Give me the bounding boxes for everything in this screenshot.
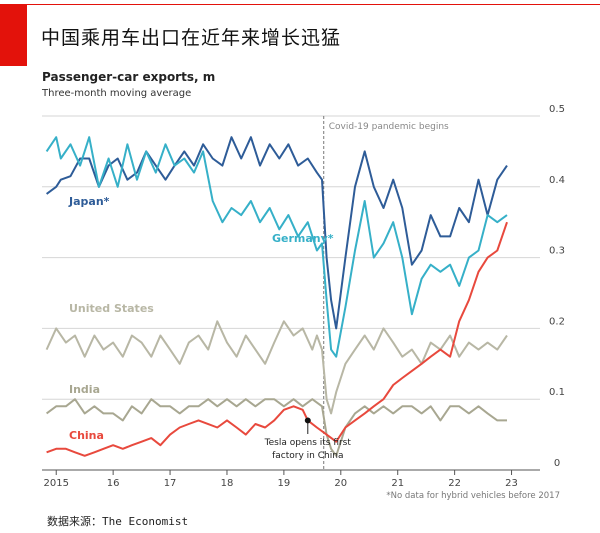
series-label-4: China [69, 429, 104, 442]
tesla-label-line2: factory in China [272, 451, 343, 461]
footnote: *No data for hybrid vehicles before 2017 [386, 491, 560, 501]
x-tick-label: 18 [221, 478, 234, 489]
x-axis: 2015 16 17 18 19 20 21 22 23 [44, 470, 518, 489]
series-line-2 [45, 320, 508, 415]
x-tick-label: 17 [164, 478, 177, 489]
x-tick-label: 2015 [44, 478, 69, 489]
tesla-annotation: Tesla opens its first factory in China [264, 417, 352, 461]
series-label-3: India [69, 383, 100, 396]
series-label-0: Japan* [68, 195, 110, 208]
covid-label: Covid-19 pandemic begins [329, 122, 449, 132]
tesla-marker [304, 417, 311, 424]
page-title: 中国乘用车出口在近年来增长迅猛 [41, 27, 342, 49]
covid-annotation: Covid-19 pandemic begins [323, 116, 449, 470]
series-label-2: United States [69, 302, 154, 315]
chart-subtitle: Three-month moving average [42, 88, 192, 99]
chart-title: Passenger-car exports, m [42, 70, 216, 84]
series-layer [45, 136, 508, 457]
series-line-3 [46, 398, 507, 457]
series-line-4 [46, 221, 508, 457]
y-tick-labels: 0 0.1 0.2 0.3 0.4 0.5 [549, 104, 565, 469]
series-labels: Japan* Germany* United States India China [68, 195, 334, 442]
y-tick-label: 0 [554, 458, 560, 469]
tesla-label-line1: Tesla opens its first [264, 438, 352, 448]
series-label-1: Germany* [272, 232, 334, 245]
y-tick-label: 0.5 [549, 104, 565, 115]
x-tick-label: 21 [391, 478, 404, 489]
x-tick-label: 19 [278, 478, 291, 489]
x-tick-label: 16 [107, 478, 120, 489]
y-tick-label: 0.2 [549, 316, 565, 327]
x-tick-label: 20 [334, 478, 347, 489]
series-line-1 [45, 136, 508, 358]
top-rule [0, 4, 600, 5]
y-tick-label: 0.3 [549, 246, 565, 257]
source-note: 数据来源：The Economist [47, 515, 189, 528]
x-tick-label: 22 [448, 478, 461, 489]
y-tick-label: 0.1 [549, 387, 565, 398]
red-tab [0, 4, 27, 66]
x-tick-label: 23 [505, 478, 518, 489]
y-tick-label: 0.4 [549, 175, 565, 186]
